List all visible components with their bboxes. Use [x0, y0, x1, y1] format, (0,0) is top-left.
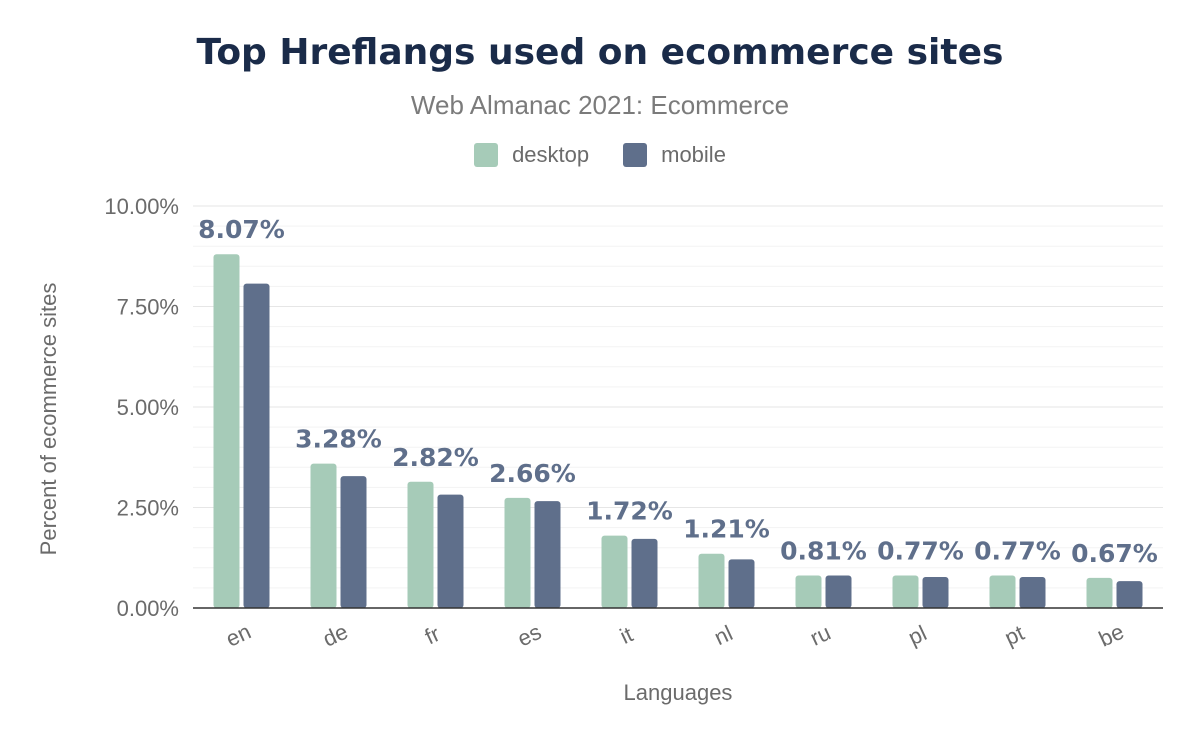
bar-desktop-fr [407, 481, 434, 608]
legend-label-desktop: desktop [512, 142, 590, 167]
bar-mobile-be [1116, 581, 1143, 608]
bar-desktop-es [504, 497, 531, 608]
legend-swatch-mobile [623, 143, 648, 167]
bar-mobile-ru [825, 575, 852, 608]
x-tick-label-pl: pl [904, 620, 930, 650]
y-tick-label: 5.00% [117, 395, 179, 420]
bar-mobile-nl [728, 559, 755, 608]
data-label-nl: 1.21% [683, 515, 770, 544]
data-label-pl: 0.77% [877, 536, 964, 565]
bar-desktop-de [310, 463, 337, 608]
bar-mobile-fr [437, 494, 464, 608]
bar-desktop-pt [989, 575, 1016, 608]
legend-item-mobile[interactable]: mobile [623, 142, 726, 168]
y-axis-title: Percent of ecommerce sites [36, 283, 61, 556]
legend-swatch-desktop [474, 143, 499, 167]
data-label-it: 1.72% [586, 497, 673, 526]
data-label-ru: 0.81% [780, 536, 867, 565]
x-tick-label-nl: nl [710, 620, 736, 650]
bar-desktop-ru [795, 575, 822, 608]
bar-desktop-en [213, 254, 240, 609]
data-label-es: 2.66% [489, 459, 576, 488]
x-tick-label-en: en [222, 619, 255, 652]
data-label-be: 0.67% [1071, 539, 1158, 568]
x-axis-title: Languages [624, 680, 733, 705]
data-label-pt: 0.77% [974, 536, 1061, 565]
bar-mobile-it [631, 538, 658, 608]
x-tick-label-es: es [514, 619, 546, 651]
bar-desktop-it [601, 535, 628, 608]
bar-desktop-be [1086, 577, 1113, 608]
data-label-en: 8.07% [198, 215, 285, 244]
y-tick-label: 10.00% [104, 194, 179, 219]
legend-item-desktop[interactable]: desktop [474, 142, 589, 168]
bar-mobile-es [534, 501, 561, 608]
bar-desktop-nl [698, 553, 725, 608]
y-tick-label: 7.50% [117, 295, 179, 320]
x-tick-label-fr: fr [421, 621, 444, 649]
x-tick-label-pt: pt [1001, 620, 1028, 650]
x-tick-label-it: it [616, 622, 637, 649]
legend-label-mobile: mobile [661, 142, 726, 167]
bar-mobile-en [243, 283, 270, 608]
bar-mobile-pt [1019, 577, 1046, 608]
legend: desktop mobile [0, 142, 1200, 168]
chart-subtitle: Web Almanac 2021: Ecommerce [410, 90, 790, 120]
x-tick-label-ru: ru [806, 620, 834, 651]
bar-mobile-pl [922, 577, 949, 608]
data-label-de: 3.28% [295, 425, 382, 454]
y-tick-label: 0.00% [117, 596, 179, 621]
x-tick-label-be: be [1095, 619, 1128, 652]
y-tick-label: 2.50% [117, 496, 179, 521]
bar-desktop-pl [892, 575, 919, 608]
bar-mobile-de [340, 476, 367, 608]
x-tick-label-de: de [319, 619, 352, 652]
chart-title: Top Hreflangs used on ecommerce sites [196, 32, 1004, 73]
data-label-fr: 2.82% [392, 443, 479, 472]
